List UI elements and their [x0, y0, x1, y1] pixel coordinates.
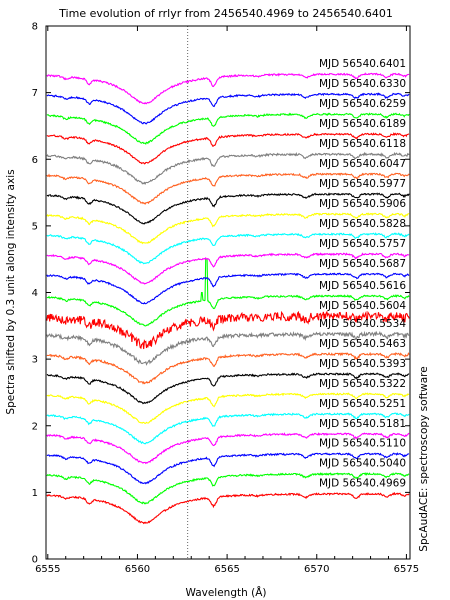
- y-tick-label: 0: [32, 555, 38, 566]
- spectrum-line: [46, 272, 410, 305]
- series-label: MJD 56540.5463: [319, 338, 406, 350]
- series-label: MJD 56540.4969: [319, 478, 406, 490]
- spectrum-line: [46, 192, 410, 225]
- spectrum-line: [46, 72, 410, 105]
- y-tick-label: 3: [32, 355, 38, 366]
- spectrum-line: [46, 212, 410, 245]
- spectrum-line: [46, 172, 410, 205]
- x-axis-label: Wavelength (Å): [185, 586, 266, 599]
- series-label: MJD 56540.5040: [319, 458, 406, 470]
- series-label: MJD 56540.5604: [319, 300, 406, 312]
- series-layer: [46, 72, 410, 525]
- x-tick-label: 6555: [35, 564, 60, 575]
- spectrum-line: [46, 452, 410, 485]
- series-label: MJD 56540.5534: [319, 318, 406, 330]
- y-tick-label: 4: [32, 288, 38, 299]
- series-label: MJD 56540.6259: [319, 98, 406, 110]
- y-tick-label: 7: [32, 88, 38, 99]
- spectrum-line: [46, 310, 410, 350]
- axis-layer: 6555 6560 6565 6570 6575 0 1 2 3 4 5 6 7 8: [32, 22, 420, 576]
- software-credit: SpcAudACE: spectroscopy software: [418, 366, 430, 551]
- series-label: MJD 56540.6118: [319, 138, 406, 150]
- series-label: MJD 56540.6330: [319, 78, 406, 90]
- series-label: MJD 56540.5251: [319, 398, 406, 410]
- y-axis-label: Spectra shifted by 0.3 unit along intens…: [5, 169, 17, 414]
- spectrum-line: [46, 112, 410, 145]
- spectrum-line: [46, 232, 410, 265]
- series-label: MJD 56540.5687: [319, 258, 406, 270]
- series-label: MJD 56540.5757: [319, 238, 406, 250]
- series-label: MJD 56540.6047: [319, 158, 406, 170]
- y-tick-label: 2: [32, 421, 38, 432]
- spectrum-line: [46, 132, 410, 165]
- spectrum-line: [46, 151, 410, 186]
- spectrum-line: [46, 258, 410, 327]
- series-label: MJD 56540.6189: [319, 118, 406, 130]
- x-tick-label: 6565: [214, 564, 239, 575]
- spectrum-line: [46, 412, 410, 445]
- spectrum-line: [46, 432, 410, 465]
- series-label: MJD 56540.5181: [319, 418, 406, 430]
- y-tick-label: 8: [32, 22, 38, 33]
- spectrum-line: [46, 351, 410, 385]
- series-label-layer: MJD 56540.4969 MJD 56540.5040 MJD 56540.51…: [319, 58, 406, 490]
- chart-title: Time evolution of rrlyr from 2456540.496…: [58, 7, 393, 20]
- spectrum-line: [46, 372, 410, 405]
- x-tick-label: 6560: [125, 564, 150, 575]
- y-tick-label: 6: [32, 155, 38, 166]
- series-label: MJD 56540.5616: [319, 280, 406, 292]
- series-label: MJD 56540.5977: [319, 178, 406, 190]
- x-tick-label: 6575: [394, 564, 419, 575]
- spectrum-line: [46, 392, 410, 425]
- series-label: MJD 56540.5906: [319, 198, 406, 210]
- spectrum-line: [46, 92, 410, 125]
- x-tick-label: 6570: [304, 564, 329, 575]
- series-label: MJD 56540.5828: [319, 218, 406, 230]
- y-tick-label: 5: [32, 221, 38, 232]
- series-label: MJD 56540.5322: [319, 378, 406, 390]
- spectrum-line: [46, 252, 410, 285]
- spectrum-line: [46, 330, 410, 366]
- series-label: MJD 56540.6401: [319, 58, 406, 70]
- spectrum-line: [46, 472, 410, 505]
- y-tick-label: 1: [32, 488, 38, 499]
- series-label: MJD 56540.5110: [319, 438, 406, 450]
- spectrum-line: [46, 491, 410, 525]
- series-label: MJD 56540.5393: [319, 358, 406, 370]
